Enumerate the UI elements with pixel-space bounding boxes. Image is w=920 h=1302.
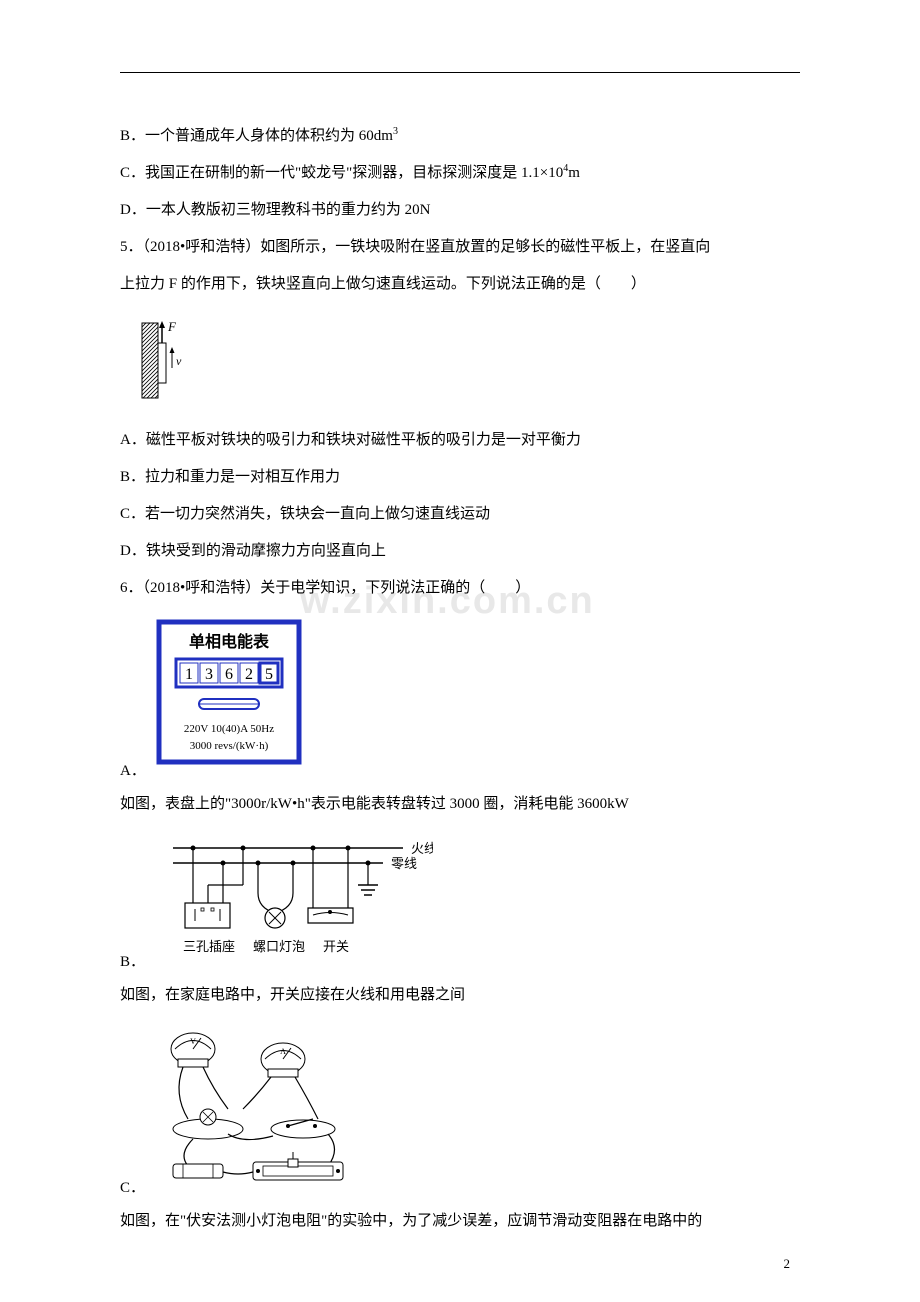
- page-number: 2: [784, 1256, 791, 1272]
- svg-text:三孔插座: 三孔插座: [183, 939, 235, 954]
- q5-stem2-text: 上拉力 F 的作用下，铁块竖直向上做匀速直线运动。下列说法正确的是（ ）: [120, 276, 646, 292]
- svg-text:单相电能表: 单相电能表: [189, 632, 270, 651]
- q6-option-a-row: A． 单相电能表 1 3 6 2 5: [120, 609, 800, 788]
- q4-option-b: B．一个普通成年人身体的体积约为 60dm3: [120, 120, 800, 153]
- energy-meter-figure: 单相电能表 1 3 6 2 5 220V 10(40)A 50Hz: [154, 617, 304, 780]
- svg-text:5: 5: [265, 666, 273, 683]
- q4-optB-sup: 3: [393, 126, 398, 137]
- svg-text:3000 revs/(kW·h): 3000 revs/(kW·h): [190, 740, 269, 752]
- voltammetry-figure: V A: [153, 1024, 363, 1197]
- q5-option-b: B．拉力和重力是一对相互作用力: [120, 461, 800, 494]
- q5-stem-line1: 5．（2018•呼和浩特）如图所示，一铁块吸附在竖直放置的足够长的磁性平板上，在…: [120, 231, 800, 264]
- svg-text:2: 2: [245, 666, 253, 683]
- q6-optC-text: 如图，在"伏安法测小灯泡电阻"的实验中，为了减少误差，应调节滑动变阻器在电路中的: [120, 1205, 800, 1238]
- magnet-svg: F v: [140, 313, 190, 403]
- q6-optB-text: 如图，在家庭电路中，开关应接在火线和用电器之间: [120, 979, 800, 1012]
- q4-optC-pre: C．我国正在研制的新一代"蛟龙号"探测器，目标探测深度是 1.1×10: [120, 165, 563, 181]
- page-content: B．一个普通成年人身体的体积约为 60dm3 C．我国正在研制的新一代"蛟龙号"…: [120, 120, 800, 1238]
- q6-optA-text: 如图，表盘上的"3000r/kW•h"表示电能表转盘转过 3000 圈，消耗电能…: [120, 788, 800, 821]
- q4-optC-post: m: [568, 165, 580, 181]
- meter-svg: 单相电能表 1 3 6 2 5 220V 10(40)A 50Hz: [154, 617, 304, 767]
- q6-option-b-row: B． 火线 零线: [120, 825, 800, 979]
- svg-text:V: V: [190, 1037, 196, 1046]
- q4-option-c: C．我国正在研制的新一代"蛟龙号"探测器，目标探测深度是 1.1×104m: [120, 157, 800, 190]
- circuit-svg: 火线 零线 三孔插座: [153, 833, 433, 958]
- q4-optB-text: B．一个普通成年人身体的体积约为 60dm: [120, 128, 393, 144]
- q6-optC-label: C．: [120, 1172, 145, 1205]
- svg-text:火线: 火线: [411, 841, 433, 856]
- svg-text:220V 10(40)A 50Hz: 220V 10(40)A 50Hz: [184, 723, 274, 735]
- q5-stem-line2: 上拉力 F 的作用下，铁块竖直向上做匀速直线运动。下列说法正确的是（ ）: [120, 268, 800, 301]
- household-circuit-figure: 火线 零线 三孔插座: [153, 833, 433, 971]
- header-rule: [120, 72, 800, 73]
- svg-text:v: v: [176, 354, 182, 368]
- svg-text:开关: 开关: [323, 939, 349, 954]
- svg-text:A: A: [280, 1047, 286, 1056]
- q4-option-d: D．一本人教版初三物理教科书的重力约为 20N: [120, 194, 800, 227]
- q6-stem: 6．（2018•呼和浩特）关于电学知识，下列说法正确的（ ）: [120, 572, 800, 605]
- exp-svg: V A: [153, 1024, 363, 1184]
- svg-text:1: 1: [185, 666, 193, 683]
- q6-option-c-row: C． V A: [120, 1016, 800, 1205]
- q6-optB-label: B．: [120, 946, 145, 979]
- magnet-figure: F v: [140, 313, 190, 416]
- svg-text:F: F: [167, 319, 177, 334]
- svg-text:3: 3: [205, 666, 213, 683]
- q5-option-a: A．磁性平板对铁块的吸引力和铁块对磁性平板的吸引力是一对平衡力: [120, 424, 800, 457]
- q5-option-d: D．铁块受到的滑动摩擦力方向竖直向上: [120, 535, 800, 568]
- svg-text:6: 6: [225, 666, 233, 683]
- svg-text:螺口灯泡: 螺口灯泡: [253, 939, 305, 954]
- svg-text:零线: 零线: [391, 856, 417, 871]
- q6-optA-label: A．: [120, 755, 146, 788]
- q5-option-c: C．若一切力突然消失，铁块会一直向上做匀速直线运动: [120, 498, 800, 531]
